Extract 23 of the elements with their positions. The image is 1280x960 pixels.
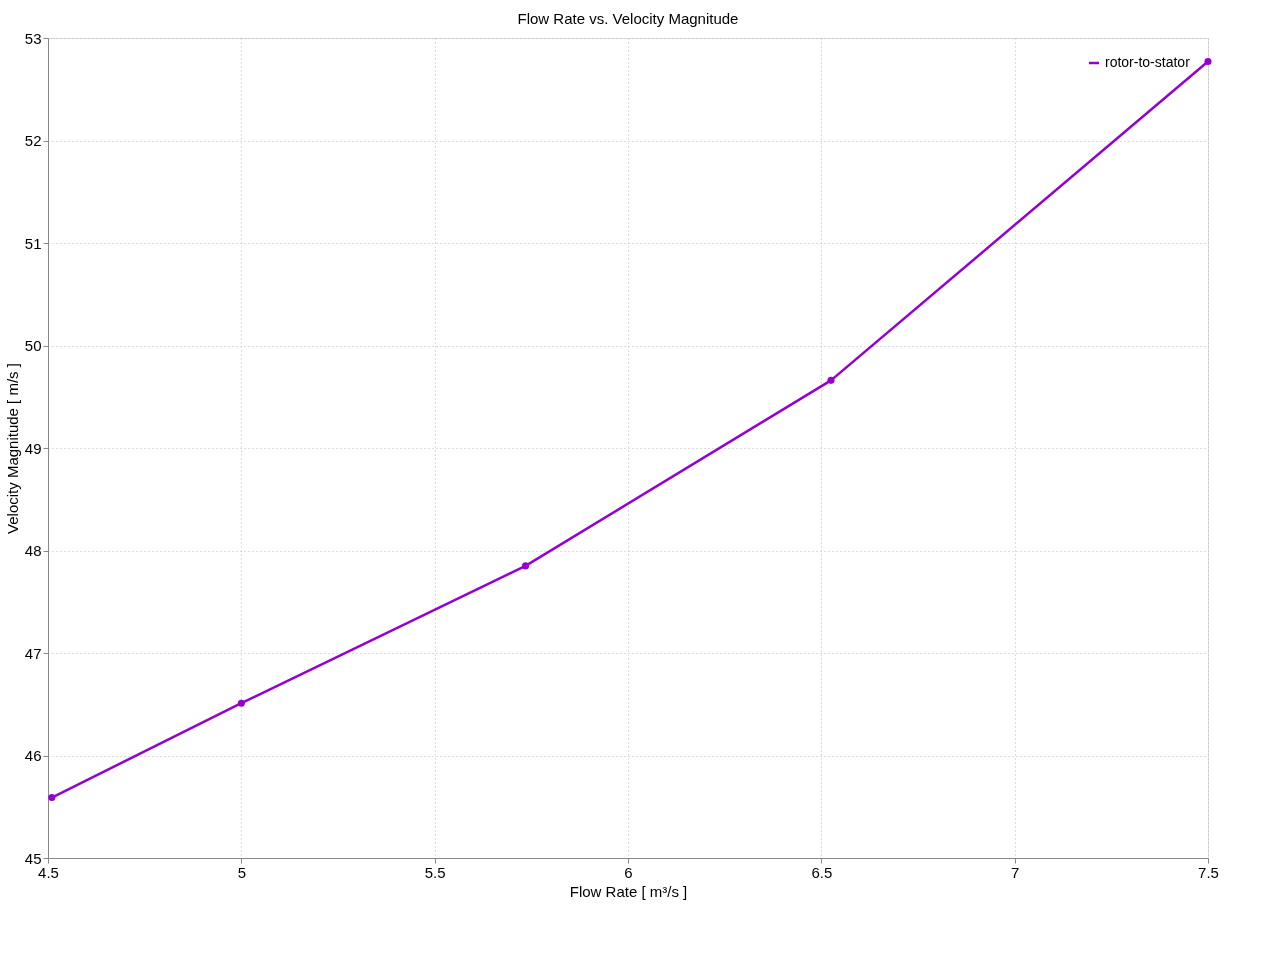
x-tick-label: 5.5 — [424, 863, 446, 881]
y-tick-label: 53 — [24, 29, 42, 47]
x-tick-label: 7.5 — [1198, 863, 1219, 881]
legend-label: rotor-to-stator — [1105, 54, 1191, 70]
point — [237, 699, 245, 707]
y-tick-label: 52 — [24, 132, 42, 149]
x-tick-label: 6.5 — [811, 863, 833, 881]
x-tick-label: 5 — [237, 863, 247, 881]
chart-title: Flow Rate vs. Velocity Magnitude — [517, 10, 739, 27]
x-axis-title: Flow Rate [ m³/s ] — [569, 882, 688, 900]
y-tick-label: 48 — [24, 542, 42, 559]
y-tick-label: 49 — [24, 439, 42, 457]
y-tick-label: 47 — [24, 644, 42, 662]
x-tick-label: 6 — [624, 863, 633, 881]
point — [827, 376, 835, 384]
point — [48, 794, 56, 802]
y-tick-label: 46 — [24, 747, 42, 764]
y-tick-label: 51 — [24, 234, 42, 252]
y-axis-title: Velocity Magnitude [ m/s ] — [3, 363, 21, 534]
y-tick-label: 50 — [24, 337, 42, 354]
x-tick-label: 7 — [1010, 863, 1020, 881]
point — [1204, 58, 1212, 66]
point — [522, 562, 530, 570]
